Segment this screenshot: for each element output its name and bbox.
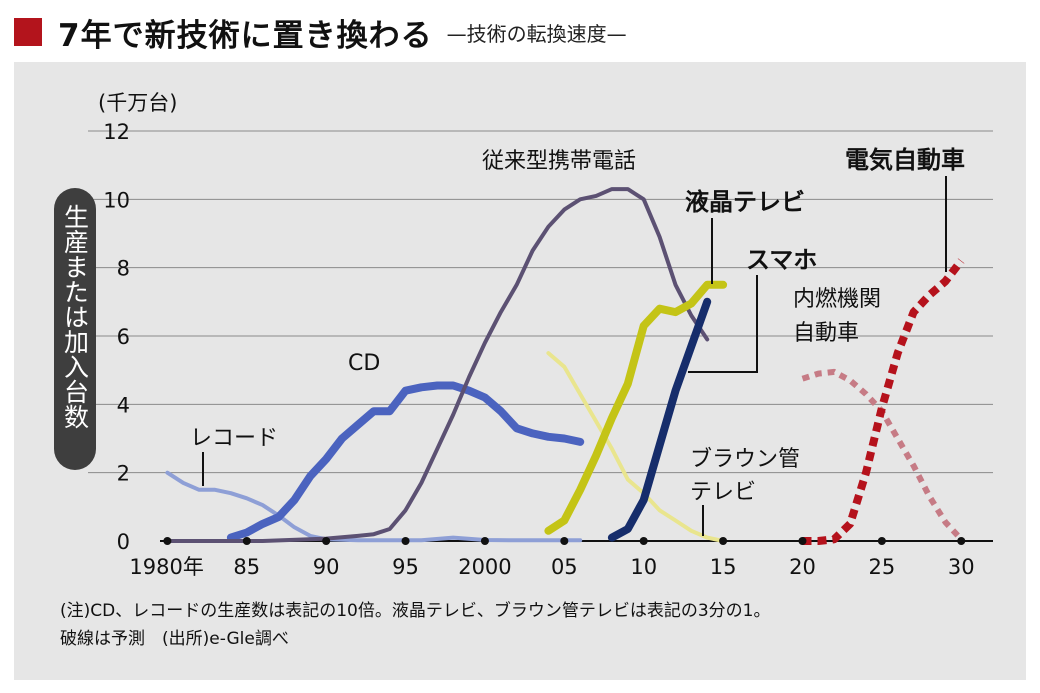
y-axis-label: 生産または加入台数 <box>61 204 90 429</box>
label-crt-tv-line1: ブラウン管 <box>690 447 800 472</box>
chart-subtitle: —技術の転換速度— <box>446 21 627 46</box>
y-tick-label: 2 <box>117 462 130 486</box>
x-tick-dot <box>798 537 807 545</box>
series-line-7 <box>802 258 965 545</box>
label-feature-phone: 従来型携帯電話 <box>482 149 636 174</box>
footnote-line-2: 破線は予測 (出所)e-Gle調べ <box>60 629 289 649</box>
x-tick-dot <box>560 537 569 545</box>
x-tick-dot <box>480 537 489 545</box>
x-tick-label: 2000 <box>458 555 511 579</box>
x-tick-dot <box>163 537 172 545</box>
y-axis-unit: (千万台) <box>98 91 177 115</box>
label-ice-car-line2: 自動車 <box>793 321 859 346</box>
x-tick-dot <box>242 537 251 545</box>
label-ice-car-line1: 内燃機関 <box>793 287 881 312</box>
x-tick-label: 95 <box>392 555 419 579</box>
y-tick-label: 4 <box>117 393 130 417</box>
x-tick-label: 25 <box>868 555 895 579</box>
x-tick-dot <box>957 537 966 545</box>
x-tick-label: 10 <box>630 555 657 579</box>
x-tick-label: 90 <box>313 555 340 579</box>
x-tick-dot <box>719 537 728 545</box>
series-line-3 <box>546 351 726 543</box>
x-tick-dot <box>877 537 886 545</box>
label-record: レコード <box>190 426 278 451</box>
y-tick-label: 10 <box>103 188 130 212</box>
x-tick-label: 05 <box>551 555 578 579</box>
series-line-5 <box>607 297 712 542</box>
y-tick-label: 6 <box>117 325 130 349</box>
x-tick-dot <box>401 537 410 545</box>
x-tick-dot <box>639 537 648 545</box>
series-line-4 <box>544 280 728 535</box>
label-ev: 電気自動車 <box>845 146 965 174</box>
x-tick-label: 15 <box>710 555 737 579</box>
x-tick-dot <box>322 537 331 545</box>
series-line-1 <box>226 381 585 542</box>
leader-line-2 <box>688 275 758 373</box>
y-tick-label: 12 <box>103 120 130 144</box>
series-line-2 <box>165 187 710 543</box>
label-smartphone: スマホ <box>746 246 817 274</box>
x-tick-label: 30 <box>948 555 975 579</box>
label-cd: CD <box>348 351 380 376</box>
ylabel-badge <box>54 188 96 470</box>
x-tick-label: 1980年 <box>129 555 203 579</box>
label-lcd-tv: 液晶テレビ <box>685 188 805 216</box>
chart-header: 7年で新技術に置き換わる —技術の転換速度— <box>14 10 627 54</box>
y-tick-label: 8 <box>117 257 130 281</box>
label-crt-tv-line2: テレビ <box>690 480 756 505</box>
x-tick-label: 85 <box>233 555 260 579</box>
y-tick-label: 0 <box>117 530 130 554</box>
x-tick-label: 20 <box>789 555 816 579</box>
chart-panel <box>14 62 1026 680</box>
footnote-line-1: (注)CD、レコードの生産数は表記の10倍。液晶テレビ、ブラウン管テレビは表記の… <box>60 601 771 621</box>
title-marker-square <box>14 18 42 46</box>
series-line-0 <box>165 470 583 543</box>
chart-title: 7年で新技術に置き換わる <box>58 17 433 54</box>
